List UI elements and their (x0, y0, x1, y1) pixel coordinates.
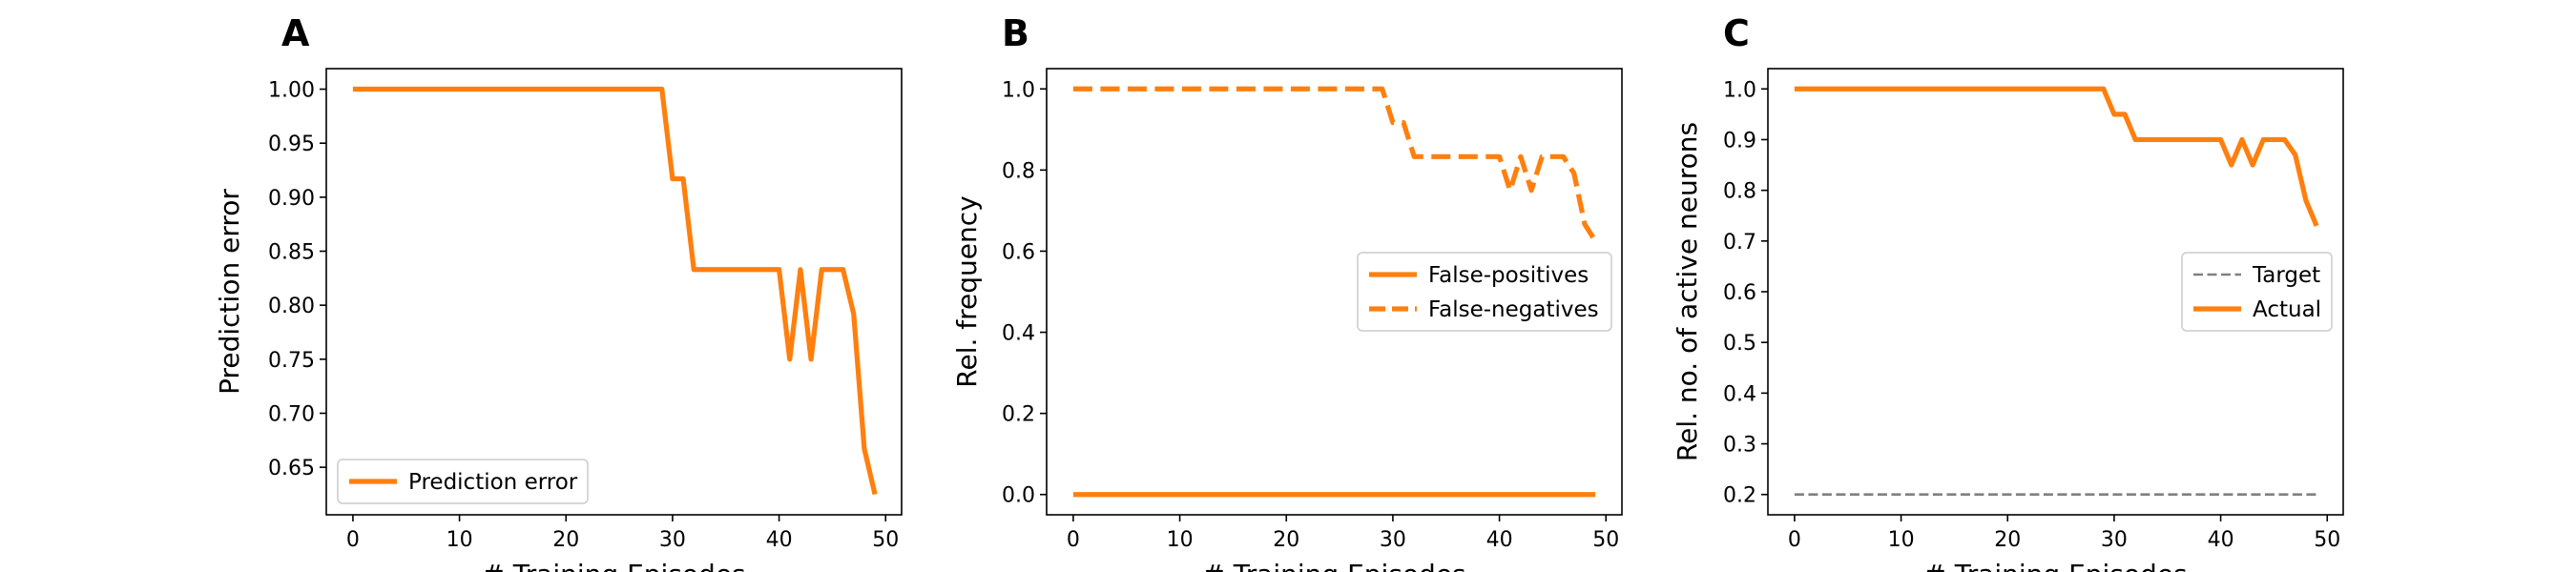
y-tick-label: 1.00 (268, 79, 315, 103)
y-tick-label: 0.4 (1002, 322, 1035, 346)
axes-frame (1046, 68, 1623, 516)
legend-box (1357, 252, 1612, 332)
legend-label: Prediction error (408, 470, 578, 495)
x-tick-label: 20 (1994, 528, 2021, 552)
series-line-prediction-error (352, 86, 878, 496)
x-tick-label: 20 (552, 528, 579, 552)
x-tick-label: 40 (1486, 528, 1513, 552)
y-tick-label: 0.2 (1002, 403, 1035, 427)
y-tick-label: 0.95 (268, 133, 315, 156)
panel-c: C 0 10 20 30 40 50 0.2 0.3 0.4 0.5 0.6 0.7 0.8 0.9 1.0 #… (1672, 12, 2344, 572)
legend-label: Target (2252, 263, 2320, 288)
y-axis-label: Rel. no. of active neurons (1672, 122, 1703, 461)
axes-frame (325, 68, 903, 516)
y-tick-label: 0.65 (268, 457, 315, 480)
x-tick-label: 30 (659, 528, 686, 552)
y-tick-label: 0.8 (1002, 159, 1035, 183)
y-tick-label: 0.3 (1723, 434, 1756, 458)
series-line-actual (1794, 86, 2319, 227)
x-tick-label: 10 (447, 528, 473, 552)
x-tick-label: 30 (2101, 528, 2128, 552)
x-tick-label: 10 (1888, 528, 1915, 552)
y-tick-label: 0.4 (1723, 382, 1756, 406)
y-tick-label: 0.8 (1723, 180, 1756, 204)
y-tick-label: 0.9 (1723, 129, 1756, 153)
panel-letter: C (1723, 12, 1750, 54)
x-tick-label: 50 (2314, 528, 2340, 552)
x-tick-label: 40 (2208, 528, 2234, 552)
x-tick-label: 0 (1788, 528, 1801, 552)
y-tick-label: 0.85 (268, 241, 315, 265)
panel-letter: B (1002, 12, 1029, 54)
y-axis-label: Prediction error (214, 189, 245, 395)
y-tick-label: 0.7 (1723, 231, 1756, 255)
x-tick-label: 0 (346, 528, 360, 552)
x-axis-label: # Training Episodes (1202, 559, 1465, 572)
x-tick-label: 40 (766, 528, 793, 552)
y-tick-label: 1.0 (1723, 78, 1756, 102)
legend: Target Actual (2181, 252, 2333, 332)
y-tick-label: 0.6 (1723, 281, 1756, 305)
y-tick-label: 1.0 (1002, 78, 1035, 102)
y-tick-label: 0.80 (268, 295, 315, 318)
y-tick-label: 0.90 (268, 187, 315, 211)
x-tick-label: 50 (1592, 528, 1619, 552)
x-axis-label: # Training Episodes (1923, 559, 2187, 572)
x-tick-label: 20 (1273, 528, 1299, 552)
x-tick-label: 30 (1380, 528, 1406, 552)
legend-label: False-negatives (1428, 297, 1599, 322)
legend-box (337, 459, 589, 504)
x-tick-label: 0 (1067, 528, 1080, 552)
x-tick-label: 50 (872, 528, 899, 552)
legend: False-positives False-negatives (1357, 252, 1612, 332)
y-tick-label: 0.0 (1002, 484, 1035, 508)
y-axis-label: Rel. frequency (951, 195, 983, 387)
panel-b: B 0 10 20 30 40 50 0.0 0.2 0.4 0.6 0.8 1.0 # Training… (951, 12, 1623, 572)
series-line-false-negatives (1072, 86, 1598, 243)
x-tick-label: 10 (1167, 528, 1194, 552)
y-tick-label: 0.5 (1723, 332, 1756, 356)
legend-label: False-positives (1428, 263, 1589, 288)
legend-label: Actual (2253, 297, 2321, 322)
legend: Prediction error (337, 459, 589, 504)
y-tick-label: 0.75 (268, 349, 315, 373)
y-tick-label: 0.6 (1002, 240, 1035, 264)
x-axis-label: # Training Episodes (482, 559, 745, 572)
y-tick-label: 0.2 (1723, 484, 1756, 508)
y-tick-label: 0.70 (268, 402, 315, 426)
panel-letter: A (281, 12, 310, 54)
panel-a: A 0 10 20 30 40 50 0.65 0.70 0.75 0.80 0.85 0.90 0.95… (214, 12, 903, 572)
